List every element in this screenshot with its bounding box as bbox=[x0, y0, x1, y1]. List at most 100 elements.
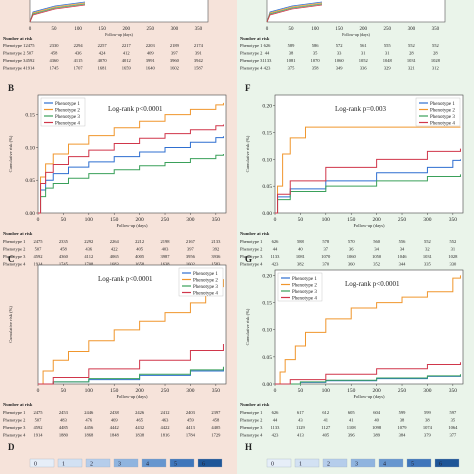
x-tick-label: 350 bbox=[449, 388, 458, 394]
risk-cell: 588 bbox=[297, 239, 305, 244]
panel-e-risk-cell: 312 bbox=[432, 66, 439, 71]
risk-cell: 392 bbox=[212, 247, 219, 252]
x-tick-label: 300 bbox=[186, 217, 195, 223]
x-axis-label: Follow-up (days) bbox=[353, 394, 385, 399]
panel-e-x-tick-label: 0 bbox=[266, 27, 269, 32]
panel-e-risk-cell: 321 bbox=[408, 66, 415, 71]
legend-label: Phenotype 3 bbox=[193, 285, 218, 290]
panel-a-risk-cell: 1681 bbox=[98, 66, 107, 71]
risk-row-label: Phenotype 1 bbox=[240, 239, 262, 244]
risk-cell: 422 bbox=[111, 247, 118, 252]
risk-cell: 1880 bbox=[59, 433, 69, 438]
panel-h-scale-swatch bbox=[266, 458, 292, 468]
panel-a-risk-cell: 507 bbox=[27, 51, 35, 56]
panel-d-scale-label: 0 bbox=[34, 462, 37, 468]
panel-d-scale-label: 2 bbox=[90, 462, 93, 468]
risk-cell: 4456 bbox=[84, 425, 94, 430]
x-tick-label: 350 bbox=[449, 217, 458, 223]
x-tick-label: 350 bbox=[212, 388, 221, 394]
panel-e-x-tick-label: 250 bbox=[384, 27, 392, 32]
panel-e-risk-cell: 423 bbox=[264, 66, 272, 71]
legend-label: Phenotype 4 bbox=[55, 122, 80, 127]
panel-a-risk-cell: 391 bbox=[195, 51, 202, 56]
risk-cell: 1046 bbox=[398, 254, 408, 259]
risk-row-label: Phenotype 3 bbox=[240, 254, 263, 259]
panel-e-risk-cell: 1060 bbox=[335, 58, 345, 63]
risk-cell: 1658 bbox=[135, 262, 145, 267]
panel-h-scale-swatch bbox=[406, 458, 432, 468]
risk-cell: 1784 bbox=[186, 433, 196, 438]
risk-cell: 1602 bbox=[186, 262, 195, 267]
risk-cell: 1060 bbox=[347, 254, 357, 259]
panel-h-scale-swatch bbox=[434, 458, 460, 468]
x-tick-label: 350 bbox=[212, 217, 221, 223]
panel-d-scale-swatch bbox=[57, 458, 83, 468]
risk-cell: 4065 bbox=[110, 254, 120, 259]
series-line-2 bbox=[38, 102, 224, 214]
risk-cell: 41 bbox=[349, 418, 354, 423]
y-tick-label: 0.20 bbox=[262, 273, 272, 279]
risk-cell: 4112 bbox=[84, 254, 93, 259]
risk-row-label: Phenotype 4 bbox=[240, 262, 263, 267]
risk-cell: 1838 bbox=[135, 433, 145, 438]
panel-e-risk-cell: 626 bbox=[264, 43, 272, 48]
risk-cell: 2292 bbox=[84, 239, 93, 244]
x-tick-label: 150 bbox=[347, 217, 356, 223]
risk-cell: 2133 bbox=[211, 239, 221, 244]
risk-cell: 2397 bbox=[211, 410, 221, 415]
panel-d-scale-swatch bbox=[141, 458, 167, 468]
risk-cell: 1133 bbox=[271, 254, 281, 259]
number-at-risk-label: Number at risk bbox=[3, 231, 33, 236]
panel-e-risk-row-label: Phenotype 4 bbox=[240, 66, 263, 71]
risk-cell: 4592 bbox=[34, 254, 43, 259]
panel-a-x-tick-label: 50 bbox=[52, 27, 58, 32]
panel-e-risk-cell: 31 bbox=[361, 51, 366, 56]
panel-h-scale-label: 4 bbox=[383, 462, 386, 468]
risk-cell: 1074 bbox=[423, 425, 433, 430]
panel-a-risk-cell: 1587 bbox=[194, 66, 204, 71]
y-tick-label: 0.15 bbox=[25, 113, 35, 119]
legend-box bbox=[40, 97, 86, 127]
panel-h-scale-label: 6 bbox=[439, 462, 442, 468]
panel-a-risk-cell: 3942 bbox=[194, 58, 203, 63]
risk-cell: 2403 bbox=[186, 410, 196, 415]
risk-cell: 4413 bbox=[186, 425, 196, 430]
series-line-3 bbox=[38, 154, 224, 214]
panel-a-risk-cell: 2294 bbox=[74, 43, 84, 48]
risk-cell: 31 bbox=[451, 247, 456, 252]
risk-cell: 335 bbox=[424, 262, 432, 267]
panel-e-number-at-risk-label: Number at risk bbox=[240, 36, 270, 41]
panel-e-risk-cell: 28 bbox=[409, 51, 414, 56]
panel-e-risk-cell: 572 bbox=[336, 43, 343, 48]
panel-e-risk-cell: 555 bbox=[384, 43, 392, 48]
risk-cell: 43 bbox=[298, 418, 303, 423]
risk-cell: 1133 bbox=[271, 425, 281, 430]
risk-cell: 459 bbox=[187, 418, 195, 423]
legend-label: Phenotype 3 bbox=[430, 115, 455, 120]
risk-cell: 436 bbox=[85, 247, 93, 252]
risk-cell: 1638 bbox=[161, 262, 171, 267]
x-axis-label: Follow-up (days) bbox=[116, 394, 148, 399]
series-line-4 bbox=[38, 343, 224, 385]
risk-cell: 2412 bbox=[161, 410, 170, 415]
risk-cell: 4360 bbox=[59, 254, 69, 259]
panel-e-risk-cell: 1031 bbox=[407, 58, 416, 63]
x-tick-label: 200 bbox=[372, 388, 381, 394]
risk-cell: 1028 bbox=[448, 254, 458, 259]
x-axis-label: Follow-up (days) bbox=[116, 223, 148, 228]
legend-label: Phenotype 4 bbox=[193, 292, 218, 297]
risk-cell: 599 bbox=[424, 410, 432, 415]
panel-a-risk-cell: 409 bbox=[147, 51, 155, 56]
risk-cell: 469 bbox=[111, 418, 119, 423]
panel-d-panel-letter: D bbox=[8, 442, 15, 452]
panel-e-risk-cell: 1070 bbox=[311, 58, 321, 63]
y-tick-label: 0.05 bbox=[25, 178, 35, 184]
y-axis-label: Cumulative risk (%) bbox=[8, 135, 13, 172]
risk-cell: 483 bbox=[60, 418, 68, 423]
risk-cell: 560 bbox=[373, 239, 381, 244]
panel-a-risk-cell: 4070 bbox=[98, 58, 108, 63]
risk-cell: 389 bbox=[373, 433, 381, 438]
panel-letter: G bbox=[245, 254, 252, 264]
x-tick-label: 150 bbox=[110, 388, 119, 394]
panel-letter: C bbox=[8, 254, 15, 264]
